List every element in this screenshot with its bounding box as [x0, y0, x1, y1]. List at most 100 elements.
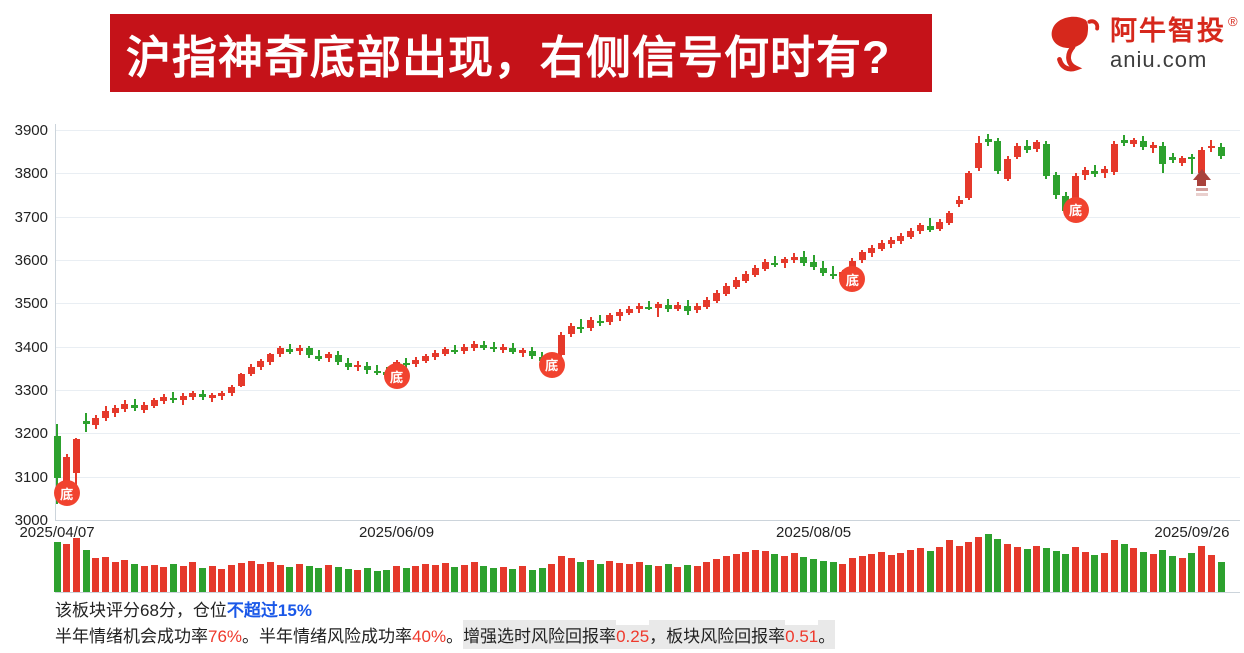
- candle: [363, 365, 371, 371]
- volume-bar: [519, 566, 527, 592]
- candle-wick: [832, 266, 834, 280]
- candle: [810, 261, 818, 267]
- candle: [984, 138, 992, 143]
- volume-bar: [975, 537, 982, 592]
- bottom-signal-badge: 底: [839, 266, 866, 293]
- y-tick-label: 3000: [14, 512, 48, 529]
- candle: [1033, 142, 1041, 150]
- y-axis-line: [55, 124, 56, 520]
- candle: [160, 396, 168, 402]
- volume-bar: [955, 546, 963, 592]
- volume-bar: [1149, 554, 1157, 592]
- candle: [1120, 140, 1128, 143]
- registered-mark-icon: ®: [1228, 14, 1238, 30]
- volume-bar: [596, 564, 604, 592]
- y-tick-label: 3200: [14, 425, 48, 443]
- volume-bar: [422, 564, 430, 592]
- candle: [1072, 175, 1079, 210]
- volume-bar: [819, 561, 827, 592]
- x-tick-label: 2025/06/09: [358, 524, 435, 541]
- candle: [199, 394, 206, 397]
- volume-bar: [296, 564, 303, 592]
- volume-bar: [1081, 552, 1089, 592]
- volume-bar: [266, 562, 274, 592]
- volume-bar: [965, 542, 973, 592]
- volume-bar: [102, 557, 109, 592]
- volume-bar: [344, 569, 352, 592]
- volume-bar: [169, 564, 177, 592]
- candle: [1081, 169, 1089, 176]
- volume-bar: [994, 539, 1002, 592]
- candle: [742, 273, 750, 281]
- candle-wick: [376, 364, 379, 376]
- volume-bar: [412, 566, 420, 592]
- volume-bar: [140, 566, 148, 592]
- y-tick-label: 3400: [14, 338, 48, 356]
- candle: [121, 403, 129, 410]
- candle: [567, 325, 575, 334]
- bottom-signal-badge: 底: [1062, 196, 1089, 223]
- candle: [441, 349, 449, 354]
- candle: [519, 350, 527, 353]
- candle: [296, 347, 303, 351]
- volume-bar: [53, 542, 61, 592]
- volume-bar: [1159, 550, 1167, 592]
- headline-banner: 沪指神奇底部出现，右侧信号何时有?: [110, 14, 932, 92]
- candle: [111, 408, 119, 413]
- volume-bar: [557, 556, 565, 592]
- volume-bar: [490, 568, 497, 592]
- volume-bar: [722, 556, 730, 592]
- candle: [266, 354, 274, 363]
- gridline: [55, 520, 1240, 521]
- candle: [664, 305, 672, 310]
- candle: [334, 355, 342, 363]
- candle: [819, 267, 827, 273]
- volume-bar: [664, 564, 672, 592]
- volume-bar: [907, 550, 915, 592]
- volume-bar: [878, 552, 885, 592]
- y-tick-label: 3700: [14, 208, 48, 226]
- volume-baseline: [55, 592, 1240, 593]
- volume-bar: [761, 551, 769, 592]
- volume-bar: [218, 569, 226, 592]
- candle: [53, 436, 61, 479]
- volume-bar: [790, 553, 798, 592]
- candle: [577, 326, 585, 330]
- volume-bar: [334, 567, 342, 592]
- candle: [131, 404, 139, 409]
- volume-bar: [945, 540, 953, 592]
- candle: [616, 312, 624, 317]
- brand-text: 阿牛智投 ® aniu.com: [1110, 14, 1238, 71]
- candle-wick: [773, 255, 776, 267]
- candle: [1004, 158, 1012, 179]
- candle: [276, 348, 284, 354]
- volume-bar: [315, 568, 323, 592]
- candle-wick: [317, 350, 320, 362]
- volume-bar: [654, 566, 662, 592]
- volume-bar: [800, 557, 808, 592]
- note-segment: 。: [446, 627, 464, 646]
- candle: [189, 393, 197, 397]
- note-segment: 增强选时风险回报率: [463, 620, 617, 649]
- volume-bar: [150, 565, 158, 592]
- y-tick-label: 3300: [14, 382, 48, 399]
- candle: [1023, 146, 1031, 150]
- note-segment: 该板块评分68分，仓位: [55, 601, 227, 620]
- candle: [878, 242, 885, 249]
- volume-bar: [441, 563, 449, 592]
- candle: [150, 400, 158, 406]
- volume-bar: [577, 562, 585, 592]
- candle: [625, 308, 633, 313]
- candle: [713, 292, 721, 301]
- volume-bar: [111, 562, 119, 592]
- volume-bar: [771, 554, 779, 592]
- candle-wick: [599, 314, 602, 326]
- volume-bar: [1198, 546, 1206, 592]
- candle: [926, 226, 934, 230]
- brand-logo[interactable]: 阿牛智投 ® aniu.com: [1044, 14, 1238, 72]
- candle: [63, 456, 71, 487]
- volume-bar: [538, 568, 546, 592]
- candle: [305, 348, 313, 356]
